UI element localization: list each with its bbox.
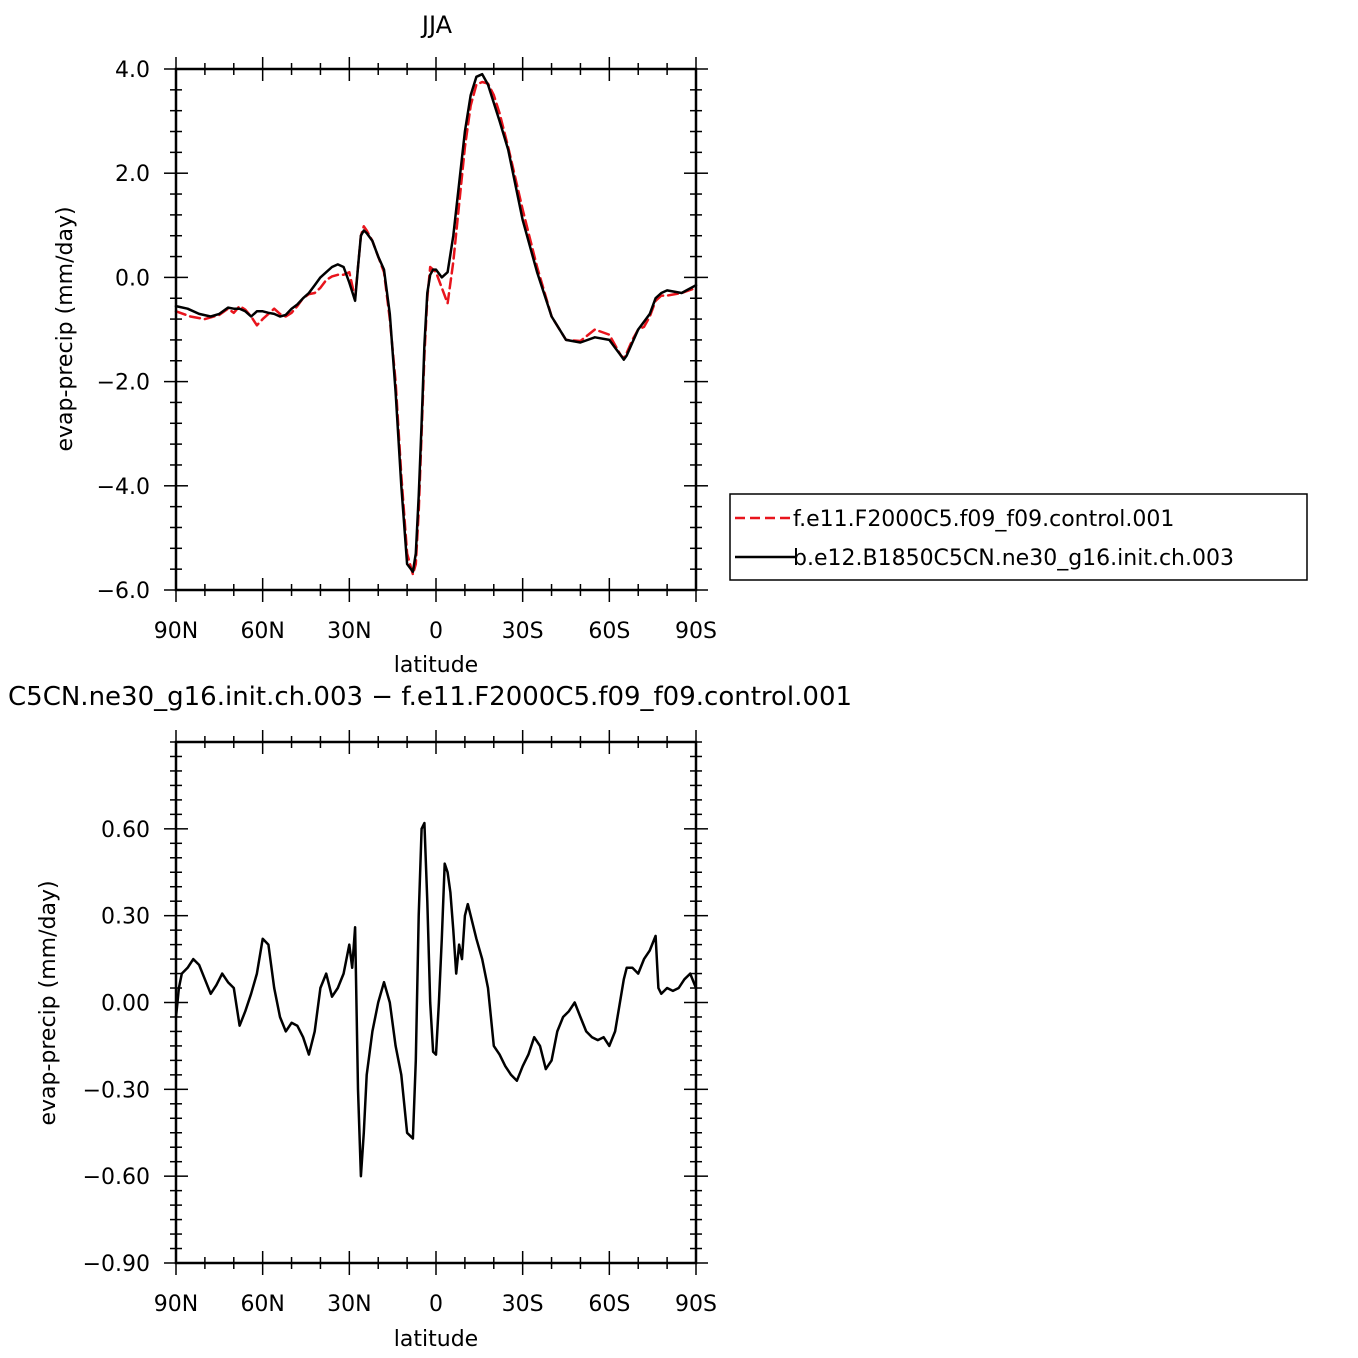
- legend-label-control: f.e11.F2000C5.f09_f09.control.001: [793, 507, 1174, 532]
- top-xtick-label: 60N: [240, 619, 284, 644]
- legend-box: [729, 493, 1308, 581]
- top-xtick-label: 90S: [675, 619, 717, 644]
- bottom-xtick-label: 60S: [588, 1292, 630, 1317]
- top-ytick-label: 2.0: [115, 162, 150, 187]
- top-ytick-label: 4.0: [115, 58, 150, 83]
- bottom-xtick-label: 30N: [327, 1292, 371, 1317]
- bottom-series-line-0: [174, 821, 698, 1178]
- top-ytick-label: −6.0: [97, 579, 150, 604]
- bottom-ytick-label: −0.90: [83, 1252, 150, 1277]
- bottom-ytick-label: 0.30: [101, 905, 150, 930]
- bottom-panel-xlabel: latitude: [394, 1327, 478, 1352]
- bottom-panel-tick-labels: 90N 60N 30N 0 30S 60S 90S −0.90 −0.60 −0.30 0.00 0.…: [83, 818, 717, 1317]
- top-series-line-0: [174, 80, 698, 576]
- bottom-xtick-label: 30S: [502, 1292, 544, 1317]
- legend-label-coupled: b.e12.B1850C5CN.ne30_g16.init.ch.003: [793, 546, 1234, 571]
- top-series-line-1: [174, 72, 698, 574]
- top-xtick-label: 60S: [588, 619, 630, 644]
- bottom-xtick-label: 90S: [675, 1292, 717, 1317]
- bottom-ytick-label: −0.60: [83, 1165, 150, 1190]
- bottom-panel-series: [174, 821, 698, 1178]
- bottom-xtick-label: 0: [429, 1292, 443, 1317]
- legend: f.e11.F2000C5.f09_f09.control.001 b.e12.…: [729, 493, 1308, 581]
- bottom-panel-ticks: [164, 730, 708, 1275]
- bottom-panel: C5CN.ne30_g16.init.ch.003 − f.e11.F2000C…: [8, 682, 852, 1352]
- top-panel: JJA 90N 60N 30N 0 30S 60S 90S −6.0 −4.0 −2.0 0.0 2.…: [53, 11, 717, 678]
- bottom-xtick-label: 90N: [154, 1292, 198, 1317]
- bottom-panel-ylabel: evap-precip (mm/day): [36, 880, 61, 1125]
- bottom-panel-frame: [174, 740, 698, 1265]
- top-panel-xlabel: latitude: [394, 653, 478, 678]
- top-ytick-label: 0.0: [115, 266, 150, 291]
- bottom-ytick-label: 0.60: [101, 818, 150, 843]
- top-panel-series: [174, 72, 698, 576]
- top-ytick-label: −2.0: [97, 371, 150, 396]
- bottom-ytick-label: 0.00: [101, 992, 150, 1017]
- top-xtick-label: 30N: [327, 619, 371, 644]
- top-panel-ylabel: evap-precip (mm/day): [53, 206, 78, 451]
- top-panel-title: JJA: [420, 11, 453, 39]
- top-panel-ticks: [164, 57, 708, 602]
- top-xtick-label: 30S: [502, 619, 544, 644]
- top-panel-frame: [174, 67, 698, 592]
- top-panel-tick-labels: 90N 60N 30N 0 30S 60S 90S −6.0 −4.0 −2.0 0.0 2.0 4.0: [97, 58, 717, 644]
- bottom-xtick-label: 60N: [240, 1292, 284, 1317]
- bottom-ytick-label: −0.30: [83, 1078, 150, 1103]
- top-xtick-label: 90N: [154, 619, 198, 644]
- bottom-panel-title: C5CN.ne30_g16.init.ch.003 − f.e11.F2000C…: [8, 682, 852, 712]
- top-ytick-label: −4.0: [97, 475, 150, 500]
- top-xtick-label: 0: [429, 619, 443, 644]
